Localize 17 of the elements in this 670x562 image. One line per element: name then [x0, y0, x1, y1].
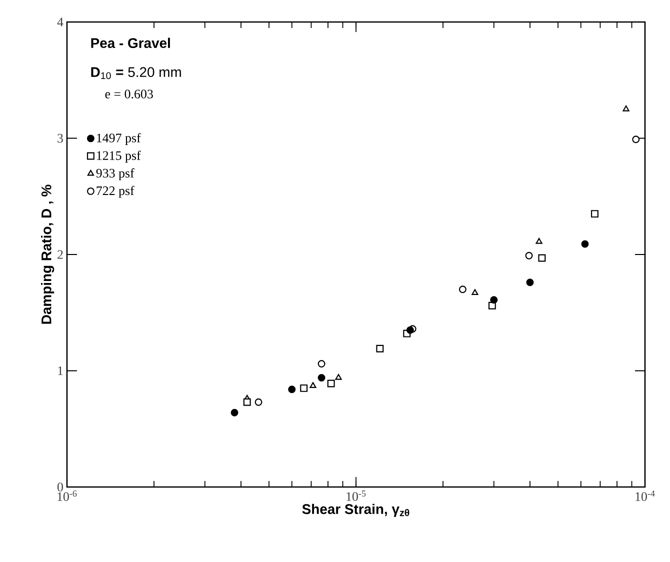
annotation: e = 0.603: [105, 90, 153, 98]
annotation: D$_{10}$ = 5.20 mm: [91, 67, 181, 80]
x-tick-label: 10$^{-4}$: [636, 490, 655, 501]
y-tick-label: 1: [58, 366, 63, 376]
annotation: Pea - Gravel: [91, 38, 170, 48]
x-tick-label: 10$^{-5}$: [346, 490, 366, 501]
legend-label: 1215 psf: [97, 150, 141, 163]
y-tick-label: 2: [58, 250, 63, 259]
legend-label: 933 psf: [96, 168, 134, 180]
y-axis-title: Damping Ratio, D , %: [41, 184, 54, 324]
legend-label: 1497 psf: [97, 133, 141, 145]
y-tick-label: 4: [57, 18, 64, 26]
y-tick-label: 3: [58, 134, 63, 143]
x-tick-label: 10$^{-6}$: [58, 490, 77, 501]
x-axis-title: Shear Strain, γ$_{zθ}$: [302, 504, 410, 517]
legend-label: 722 psf: [96, 186, 134, 198]
y-tick-label: 0: [57, 482, 63, 492]
